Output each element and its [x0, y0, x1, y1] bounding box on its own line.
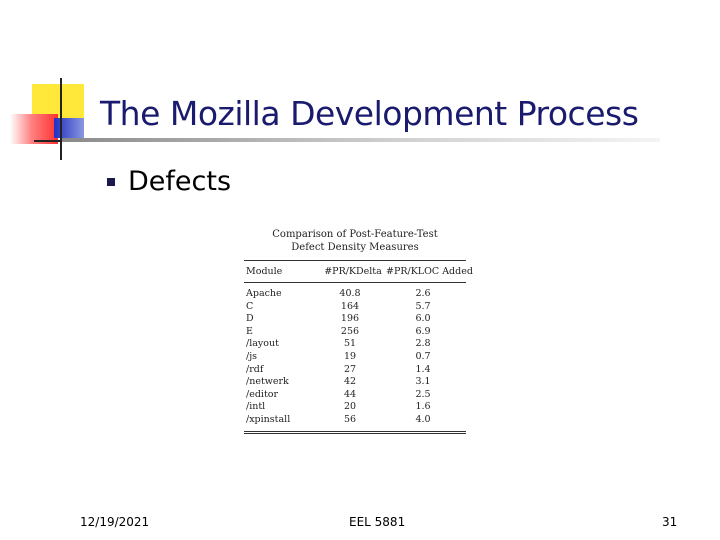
footer-date: 12/19/2021 — [80, 515, 150, 529]
table-cell-pr-kdelta: 56 — [343, 413, 357, 425]
table-row: /editor 44 2.5 — [244, 389, 466, 402]
table-cell-pr-kdelta: 51 — [343, 338, 357, 350]
table-row: /netwerk 42 3.1 — [244, 376, 466, 389]
table-cell-pr-kloc-added: 5.7 — [415, 300, 431, 312]
table-cell-module: /netwerk — [246, 376, 289, 388]
table-cell-module: C — [246, 300, 254, 312]
slide-title: The Mozilla Development Process — [100, 94, 639, 133]
table-cell-pr-kloc-added: 2.5 — [415, 388, 431, 400]
table-bottom-rule-2 — [244, 432, 466, 434]
table-cell-pr-kdelta: 256 — [340, 325, 360, 337]
column-header-pr-kloc-added: #PR/KLOC Added — [386, 266, 473, 277]
table-header-row: Module #PR/KDelta #PR/KLOC Added — [244, 261, 473, 282]
table-row: /intl 20 1.6 — [244, 401, 466, 414]
table-row: C 164 5.7 — [244, 301, 466, 314]
table-cell-pr-kdelta: 27 — [343, 363, 357, 375]
title-underline — [62, 138, 660, 142]
table-cell-module: E — [246, 325, 253, 337]
table-cell-module: /xpinstall — [246, 413, 291, 425]
table-row: /rdf 27 1.4 — [244, 364, 466, 377]
table-cell-pr-kdelta: 196 — [340, 313, 360, 325]
table-cell-module: D — [246, 313, 254, 325]
table-row: /js 19 0.7 — [244, 351, 466, 364]
table-caption-line-2: Defect Density Measures — [291, 242, 419, 253]
table-cell-pr-kloc-added: 0.7 — [415, 350, 431, 362]
table-cell-module: /js — [246, 350, 258, 362]
table-caption: Comparison of Post-Feature-Test Defect D… — [244, 228, 466, 254]
table-row: E 256 6.9 — [244, 326, 466, 339]
table-cell-pr-kdelta: 40.8 — [339, 288, 361, 299]
bullet-square-icon — [107, 178, 115, 186]
table-cell-pr-kdelta: 44 — [343, 388, 357, 400]
table-cell-pr-kdelta: 19 — [343, 350, 357, 362]
table-bottom-rule — [244, 430, 466, 432]
table-cell-module: Apache — [246, 288, 282, 299]
table-cell-pr-kloc-added: 2.8 — [415, 338, 431, 350]
table-cell-pr-kloc-added: 1.4 — [415, 363, 431, 375]
table-row: Apache 40.8 2.6 — [244, 288, 466, 301]
bullet-text: Defects — [128, 166, 232, 197]
table-header-rule — [244, 282, 466, 283]
table-cell-module: /layout — [246, 338, 279, 350]
table-cell-pr-kdelta: 20 — [343, 401, 357, 413]
table-row: /xpinstall 56 4.0 — [244, 414, 466, 427]
table-cell-pr-kloc-added: 6.0 — [415, 313, 431, 325]
table-caption-line-1: Comparison of Post-Feature-Test — [272, 229, 438, 240]
footer-page-number: 31 — [662, 515, 678, 529]
table-cell-module: /rdf — [246, 363, 264, 375]
table-cell-module: /editor — [246, 388, 279, 400]
defect-density-table: Comparison of Post-Feature-Test Defect D… — [244, 228, 473, 434]
logo-red-bar — [10, 114, 58, 144]
logo-vertical-line — [60, 78, 62, 160]
table-row: D 196 6.0 — [244, 313, 466, 326]
table-cell-pr-kloc-added: 6.9 — [415, 325, 431, 337]
table-cell-pr-kloc-added: 2.6 — [415, 288, 431, 299]
footer-course: EEL 5881 — [349, 515, 406, 529]
table-body: Apache 40.8 2.6 C 164 5.7 D 196 6.0 E 256 6.9/layou… — [244, 283, 466, 431]
table-top-rule — [244, 260, 466, 261]
logo-blue-bar — [54, 118, 84, 138]
table-cell-pr-kdelta: 42 — [343, 376, 357, 388]
table-cell-pr-kloc-added: 4.0 — [415, 413, 431, 425]
column-header-module: Module — [246, 266, 283, 277]
table-cell-pr-kloc-added: 3.1 — [415, 376, 431, 388]
table-cell-module: /intl — [246, 401, 266, 413]
table-cell-pr-kloc-added: 1.6 — [415, 401, 431, 413]
table-row: /layout 51 2.8 — [244, 338, 466, 351]
column-header-pr-kdelta: #PR/KDelta — [324, 266, 382, 277]
table-cell-pr-kdelta: 164 — [340, 300, 360, 312]
